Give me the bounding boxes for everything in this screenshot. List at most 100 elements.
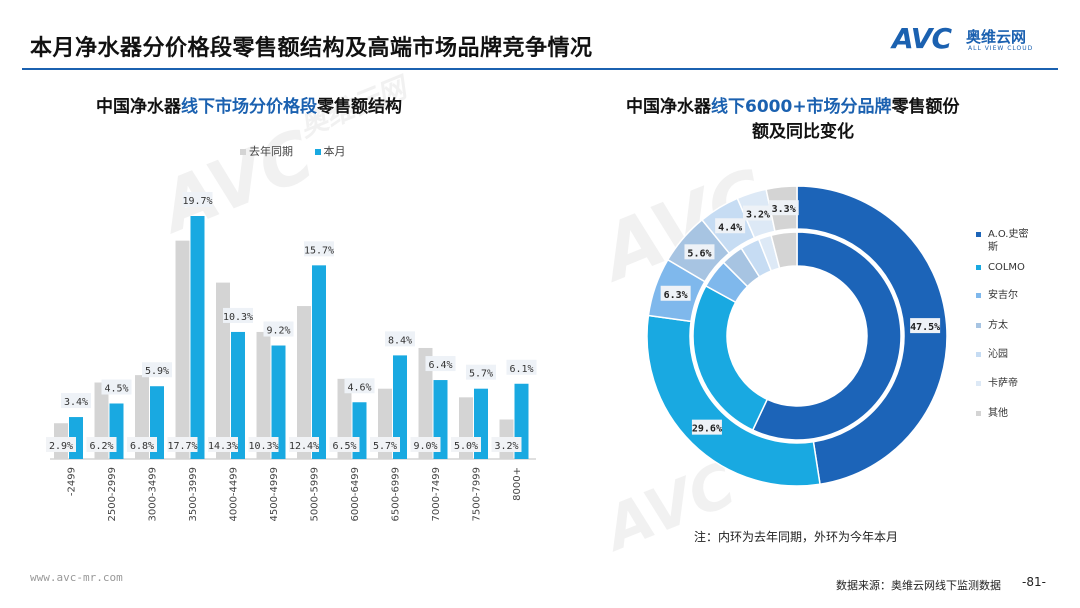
header: 本月净水器分价格段零售额结构及高端市场品牌竞争情况 AVC 奥维云网 ALL V… [0, 0, 1080, 66]
slice-label: 29.6% [692, 424, 722, 435]
page-number: -81- [1022, 575, 1046, 589]
data-label-this-month: 15.7% [304, 245, 334, 256]
left-title-suffix: 零售额结构 [317, 97, 402, 117]
data-label-this-month: 9.2% [266, 326, 290, 337]
donut-legend-label: 方太 [988, 320, 1008, 331]
data-label-bg-this-month [344, 378, 375, 394]
data-label-last-year: 3.2% [494, 441, 518, 452]
bar-this-month [312, 265, 326, 459]
x-tick-label: 2500-2999 [107, 467, 118, 522]
donut-legend-label: 沁园 [988, 349, 1008, 360]
donut-legend-swatch [976, 411, 981, 416]
data-label-last-year: 6.2% [89, 441, 113, 452]
right-title-highlight: 线下6000+市场分品牌 [711, 97, 892, 117]
data-label-bg-last-year [86, 437, 117, 452]
data-label-last-year: 17.7% [167, 441, 197, 452]
slice-label: 6.3% [664, 290, 688, 301]
logo-cn-text: 奥维云网 [966, 28, 1027, 46]
bar-last-year [418, 347, 433, 459]
donut-legend-label: A.O.史密斯 [988, 229, 1029, 253]
data-label-bg-this-month [506, 359, 537, 375]
slice-label-bg [684, 244, 715, 260]
donut-legend-item: 方太 [976, 319, 1038, 332]
slice-label-bg [715, 218, 746, 234]
data-label-last-year: 5.7% [373, 441, 397, 452]
data-label-last-year: 9.0% [413, 441, 437, 452]
inner-ring-slice [751, 231, 902, 441]
x-tick-label: 5000-5999 [309, 467, 320, 522]
donut-legend-swatch [976, 293, 981, 298]
x-tick-label: 4500-4999 [269, 467, 280, 522]
bar-this-month [271, 345, 286, 459]
data-label-bg-last-year [167, 437, 198, 452]
inner-ring-slice [770, 231, 798, 270]
data-label-bg-last-year [289, 437, 319, 452]
header-rule [22, 68, 1058, 70]
bar-last-year [297, 306, 311, 459]
footer-source: 数据来源：奥维云网线下监测数据 [836, 579, 1001, 592]
right-title-prefix: 中国净水器 [626, 97, 711, 117]
data-label-bg-last-year [410, 437, 441, 452]
donut-legend-item: 安吉尔 [976, 289, 1038, 302]
left-chart-title: 中国净水器线下市场分价格段零售额结构 [96, 92, 402, 117]
data-label-bg-this-month [142, 362, 172, 378]
x-tick-label: 8000+ [512, 467, 523, 501]
x-tick-label: 6000-6499 [350, 467, 361, 522]
left-title-prefix: 中国净水器 [96, 97, 181, 117]
bar-this-month [393, 355, 407, 459]
x-tick-label: 4000-4499 [228, 467, 239, 522]
data-label-last-year: 12.4% [289, 441, 319, 452]
bar-last-year [175, 240, 190, 459]
outer-ring-slice [796, 185, 948, 486]
legend-item-last-year: 去年同期 [240, 145, 293, 158]
data-label-bg-this-month [223, 307, 253, 323]
bar-last-year [216, 282, 230, 459]
data-label-bg-last-year [248, 437, 279, 452]
bar-this-month [190, 216, 205, 459]
slice-label-bg [910, 318, 941, 334]
x-tick-label: 3000-3499 [147, 467, 158, 522]
legend-swatch-last-year [240, 149, 246, 155]
data-label-bg-last-year [329, 437, 360, 452]
data-label-bg-this-month [182, 192, 213, 207]
data-label-this-month: 19.7% [182, 196, 212, 207]
data-label-this-month: 4.6% [347, 382, 371, 393]
data-label-this-month: 6.4% [428, 360, 452, 371]
data-label-this-month: 10.3% [223, 312, 253, 323]
footer-url: www.avc-mr.com [30, 571, 123, 584]
x-tick-label: 7000-7499 [431, 467, 442, 522]
data-label-bg-this-month [466, 364, 496, 380]
donut-legend-label: 安吉尔 [988, 290, 1018, 301]
donut-legend-swatch [976, 352, 981, 357]
data-label-bg-this-month [304, 241, 334, 257]
donut-legend-label: 其他 [988, 408, 1008, 419]
avc-logo: AVC 奥维云网 ALL VIEW CLOUD [892, 22, 1062, 55]
data-label-this-month: 3.4% [64, 397, 88, 408]
bar-this-month [231, 331, 245, 459]
slice-label-bg [660, 285, 691, 301]
data-label-this-month: 4.5% [104, 383, 128, 394]
donut-legend-swatch [976, 381, 981, 386]
donut-legend-swatch [976, 323, 981, 328]
legend-label-this-month: 本月 [323, 145, 346, 158]
bar-last-year [256, 331, 271, 459]
donut-legend-item: 沁园 [976, 348, 1038, 361]
legend-swatch-this-month [314, 149, 321, 155]
x-tick-label: -2499 [66, 467, 77, 496]
left-title-highlight: 线下市场分价格段 [181, 97, 317, 117]
data-label-last-year: 14.3% [208, 441, 238, 452]
logo-en-text: ALL VIEW CLOUD [968, 45, 1034, 52]
slice-label: 3.2% [746, 210, 770, 221]
data-label-last-year: 5.0% [454, 441, 478, 452]
x-tick-label: 6500-6999 [390, 467, 401, 522]
data-label-last-year: 2.9% [49, 441, 73, 452]
donut-legend-item: A.O.史密斯 [976, 228, 1038, 254]
right-chart-title-line2: 额及同比变化 [752, 122, 854, 142]
slice-label: 47.5% [910, 322, 940, 333]
data-label-this-month: 5.9% [145, 366, 169, 377]
donut-legend-item: 卡萨帝 [976, 377, 1038, 390]
data-label-bg-this-month [425, 356, 456, 372]
legend-label-last-year: 去年同期 [249, 145, 293, 158]
data-label-this-month: 5.7% [469, 369, 493, 380]
right-chart-title: 中国净水器线下6000+市场分品牌零售额份 [626, 92, 960, 117]
